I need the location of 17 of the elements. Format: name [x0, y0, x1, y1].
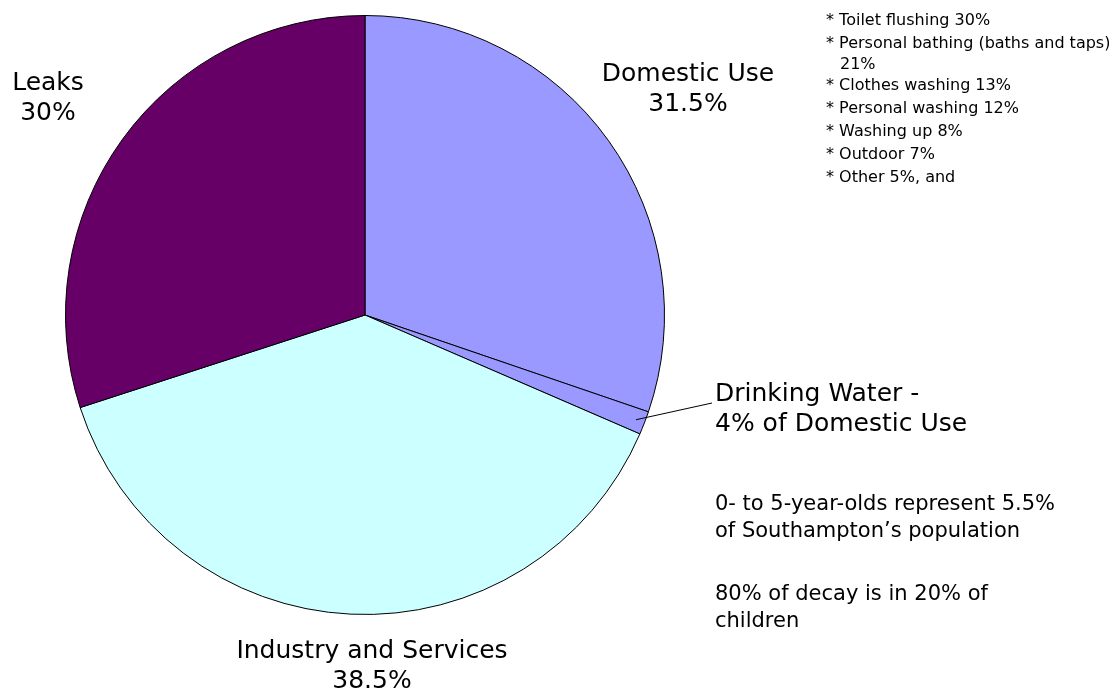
slice-label: Domestic Use [601, 58, 775, 88]
text: 80% of decay is in 20% of children [715, 580, 990, 635]
text: * Washing up 8% [826, 121, 964, 142]
text: * Personal bathing (baths and taps) 21% [826, 33, 1109, 75]
text: * Personal washing 12% [826, 98, 1020, 119]
text: * Other 5%, and [826, 167, 957, 188]
text: 0- to 5-year-olds represent 5.5% of Southampton’s population [715, 490, 1055, 545]
slice-label: Drinking Water - [715, 378, 920, 408]
text: * Toilet flushing 30% [826, 10, 992, 31]
text: 31.5% [648, 88, 728, 118]
slice-label: Industry and Services [236, 635, 508, 665]
text: 4% of Domestic Use [715, 408, 968, 438]
text: * Clothes washing 13% [826, 75, 1012, 96]
text: * Outdoor 7% [826, 144, 936, 165]
slice-label: Leaks [12, 67, 84, 97]
text: 38.5% [332, 665, 412, 695]
text: 30% [20, 97, 76, 127]
